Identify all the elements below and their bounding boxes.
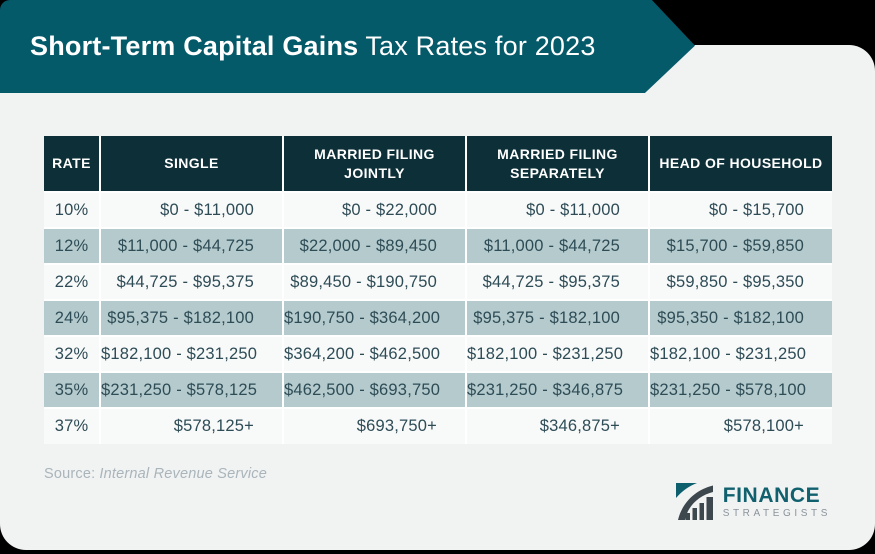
tax-rates-table: RATE SINGLE MARRIED FILING JOINTLY MARRI… [44,136,832,444]
table-cell: $364,200 - $462,500 [283,335,467,372]
table-header-row: RATE SINGLE MARRIED FILING JOINTLY MARRI… [44,136,832,192]
page-title-rest: Tax Rates for 2023 [365,31,596,61]
table-cell: $15,700 - $59,850 [649,227,832,264]
table-cell: $231,250 - $346,875 [466,371,650,408]
table-cell: $95,350 - $182,100 [649,299,832,336]
table-cell: $182,100 - $231,250 [649,335,832,372]
table-cell: $231,250 - $578,100 [649,371,832,408]
table-cell: $346,875+ [466,407,650,444]
rate-cell: 22% [44,263,101,300]
title-banner: Short-Term Capital Gains Tax Rates for 20… [0,0,695,93]
table-cell: $0 - $11,000 [100,191,284,228]
table-cell: $462,500 - $693,750 [283,371,467,408]
rate-cell: 32% [44,335,101,372]
table-cell: $0 - $11,000 [466,191,650,228]
logo-subname: STRATEGISTS [722,507,831,519]
finance-strategists-logo: FINANCE STRATEGISTS [673,481,831,522]
table-row: 10% $0 - $11,000 $0 - $22,000 $0 - $11,0… [44,191,832,228]
table-cell: $44,725 - $95,375 [466,263,650,300]
table-cell: $693,750+ [283,407,467,444]
table-cell: $578,125+ [100,407,284,444]
page-title: Short-Term Capital Gains Tax Rates for 20… [30,31,596,62]
table-cell: $190,750 - $364,200 [283,299,467,336]
column-header-rate: RATE [44,136,101,192]
rate-cell: 24% [44,299,101,336]
rate-cell: 37% [44,407,101,444]
column-header-married-jointly: MARRIED FILING JOINTLY [283,136,467,192]
table-cell: $11,000 - $44,725 [100,227,284,264]
table-cell: $182,100 - $231,250 [100,335,284,372]
column-header-head-of-household: HEAD OF HOUSEHOLD [649,136,832,192]
logo-wordmark: FINANCE STRATEGISTS [723,485,831,519]
bridge-logo-icon [673,481,715,522]
source-attribution: Source: Internal Revenue Service [44,466,267,482]
table-cell: $0 - $22,000 [283,191,467,228]
table-cell: $95,375 - $182,100 [466,299,650,336]
table-cell: $0 - $15,700 [649,191,832,228]
page-title-emphasis: Short-Term Capital Gains [30,31,359,61]
table-cell: $231,250 - $578,125 [100,371,284,408]
table-cell: $11,000 - $44,725 [466,227,650,264]
source-value: Internal Revenue Service [99,466,267,482]
table-cell: $95,375 - $182,100 [100,299,284,336]
table-row: 32% $182,100 - $231,250 $364,200 - $462,… [44,335,832,372]
source-label: Source: [44,466,96,482]
rate-cell: 35% [44,371,101,408]
table-row: 12% $11,000 - $44,725 $22,000 - $89,450 … [44,227,832,264]
table-row: 22% $44,725 - $95,375 $89,450 - $190,750… [44,263,832,300]
table-row: 37% $578,125+ $693,750+ $346,875+ $578,1… [44,407,832,444]
table-row: 35% $231,250 - $578,125 $462,500 - $693,… [44,371,832,408]
logo-name: FINANCE [722,483,821,507]
table-cell: $59,850 - $95,350 [649,263,832,300]
table-cell: $22,000 - $89,450 [283,227,467,264]
rate-cell: 12% [44,227,101,264]
column-header-married-separately: MARRIED FILING SEPARATELY [466,136,650,192]
table-row: 24% $95,375 - $182,100 $190,750 - $364,2… [44,299,832,336]
table-cell: $182,100 - $231,250 [466,335,650,372]
table-cell: $44,725 - $95,375 [100,263,284,300]
table-cell: $578,100+ [649,407,832,444]
rate-cell: 10% [44,191,101,228]
table-cell: $89,450 - $190,750 [283,263,467,300]
column-header-single: SINGLE [100,136,284,192]
